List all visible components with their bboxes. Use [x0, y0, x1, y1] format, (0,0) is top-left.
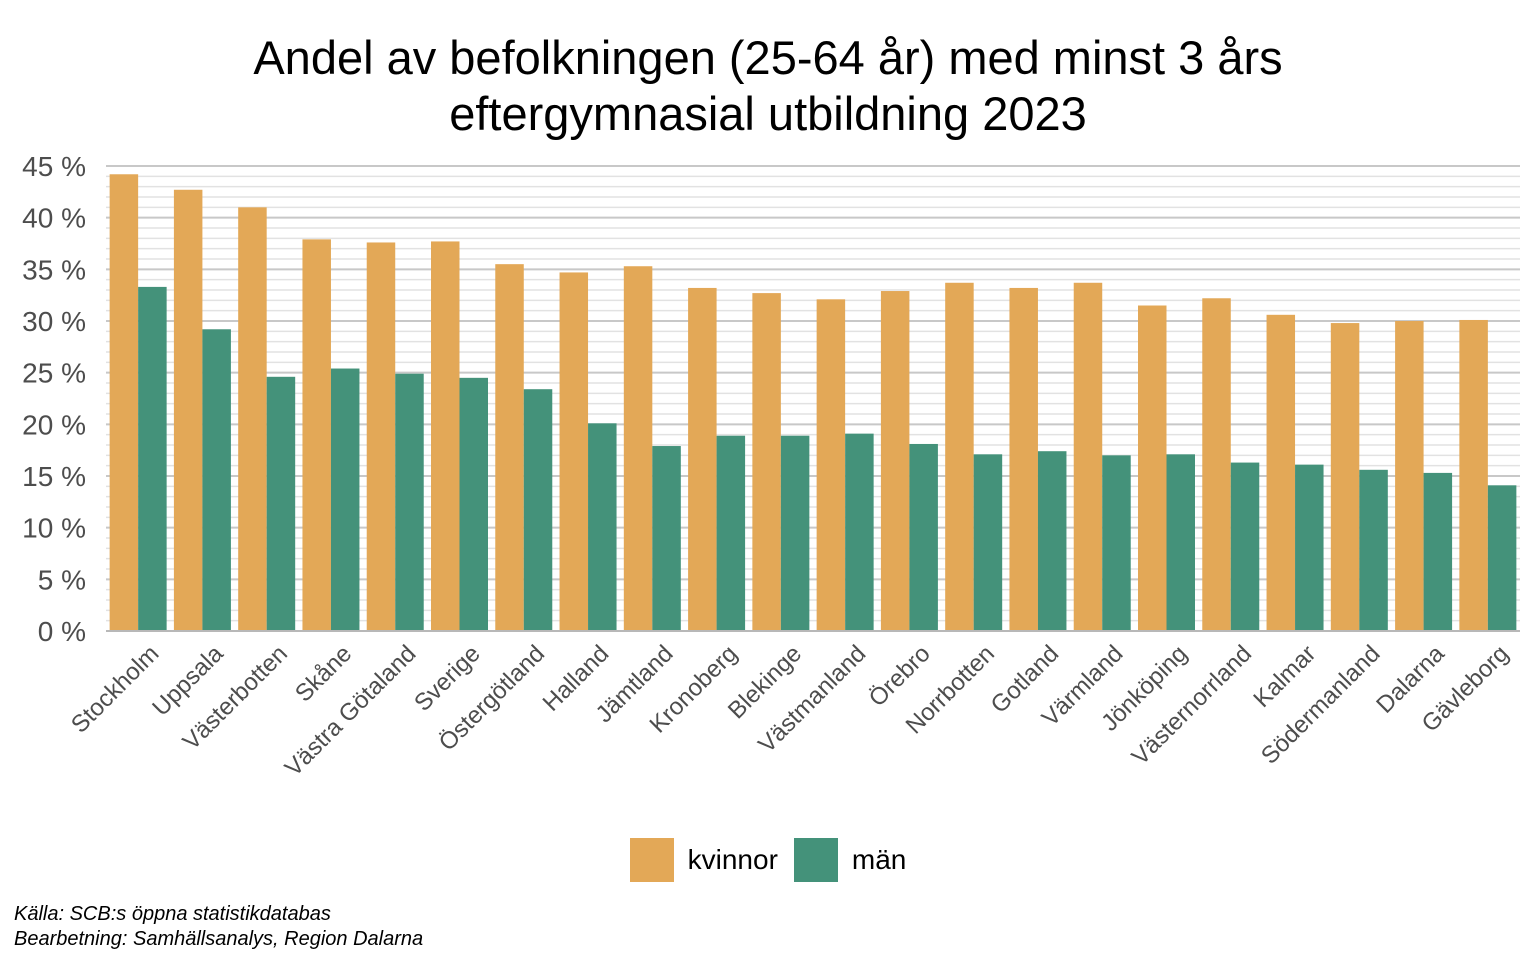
chart-title: Andel av befolkningen (25-64 år) med min… [0, 30, 1536, 142]
bar-man [459, 377, 488, 631]
legend-swatch-kvinnor [629, 838, 674, 882]
bar-man [1230, 462, 1260, 631]
bars [109, 174, 1517, 632]
bar-man [588, 423, 617, 631]
bar-kvinnor [1202, 298, 1231, 631]
chart-title-line-2: eftergymnasial utbildning 2023 [449, 87, 1087, 140]
bar-kvinnor [238, 207, 267, 632]
bar-kvinnor [623, 266, 653, 631]
bar-man [973, 454, 1003, 631]
bar-kvinnor [752, 293, 781, 631]
bar-kvinnor [688, 287, 717, 631]
bar-man [266, 376, 296, 631]
bar-kvinnor [109, 174, 139, 631]
processing-note: Bearbetning: Samhällsanalys, Region Dala… [14, 928, 424, 950]
bar-man [1295, 464, 1324, 631]
bar-kvinnor [1266, 314, 1296, 631]
bar-man [780, 435, 810, 631]
bar-kvinnor [173, 189, 203, 631]
legend-item-kvinnor: kvinnor [629, 838, 778, 882]
y-tick-label: 15 % [22, 461, 86, 492]
bar-kvinnor [880, 291, 910, 631]
bar-man [1037, 451, 1067, 631]
bar-kvinnor [945, 282, 974, 631]
source-note: Källa: SCB:s öppna statistikdatabas [14, 903, 331, 925]
bar-kvinnor [366, 242, 396, 631]
bar-man [845, 433, 874, 631]
bar-kvinnor [1330, 323, 1360, 631]
bar-kvinnor [1073, 282, 1103, 631]
bar-man [202, 329, 231, 631]
bar-man [1102, 455, 1131, 631]
bar-man [909, 443, 938, 631]
x-category-label: Stockholm [66, 640, 164, 738]
bar-kvinnor [1395, 321, 1424, 631]
bar-man [523, 389, 553, 631]
bar-kvinnor [495, 264, 524, 631]
y-tick-label: 30 % [22, 306, 86, 337]
y-tick-label: 45 % [22, 151, 86, 182]
legend-item-man: män [793, 838, 907, 882]
legend-label-man: män [851, 844, 907, 875]
bar-man [716, 435, 746, 631]
bar-man [1423, 472, 1453, 631]
y-tick-label: 0 % [38, 616, 86, 647]
bar-kvinnor [1009, 287, 1038, 631]
y-tick-label: 40 % [22, 203, 86, 234]
bar-kvinnor [559, 272, 589, 631]
y-tick-label: 10 % [22, 513, 86, 544]
bar-man [652, 446, 681, 631]
bar-man [1166, 454, 1195, 631]
y-tick-label: 20 % [22, 409, 86, 440]
bar-kvinnor [431, 241, 460, 631]
y-tick-label: 5 % [38, 564, 86, 595]
y-tick-label: 35 % [22, 254, 86, 285]
bar-man [1359, 469, 1388, 631]
bar-man [330, 368, 360, 631]
bar-kvinnor [1459, 319, 1488, 631]
bar-man [138, 286, 167, 631]
bar-kvinnor [302, 239, 331, 631]
bar-kvinnor [1138, 305, 1167, 631]
bar-man [1487, 485, 1517, 631]
chart-title-line-1: Andel av befolkningen (25-64 år) med min… [253, 31, 1283, 84]
source-notes: Källa: SCB:s öppna statistikdatabas Bear… [14, 902, 423, 952]
bar-man [395, 373, 424, 631]
bar-kvinnor [816, 299, 846, 631]
legend-swatch-man [793, 838, 838, 882]
legend: kvinnor män [0, 838, 1536, 882]
y-tick-label: 25 % [22, 358, 86, 389]
legend-label-kvinnor: kvinnor [687, 844, 778, 875]
